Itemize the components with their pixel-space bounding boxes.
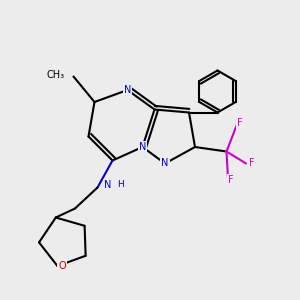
Text: N: N [161,158,169,169]
Text: F: F [249,158,255,169]
Text: F: F [237,118,243,128]
Text: O: O [58,261,66,271]
Text: N: N [139,142,146,152]
Text: CH₃: CH₃ [46,70,64,80]
Text: N: N [104,179,112,190]
Text: H: H [117,180,123,189]
Text: F: F [228,175,234,185]
Text: N: N [124,85,131,95]
